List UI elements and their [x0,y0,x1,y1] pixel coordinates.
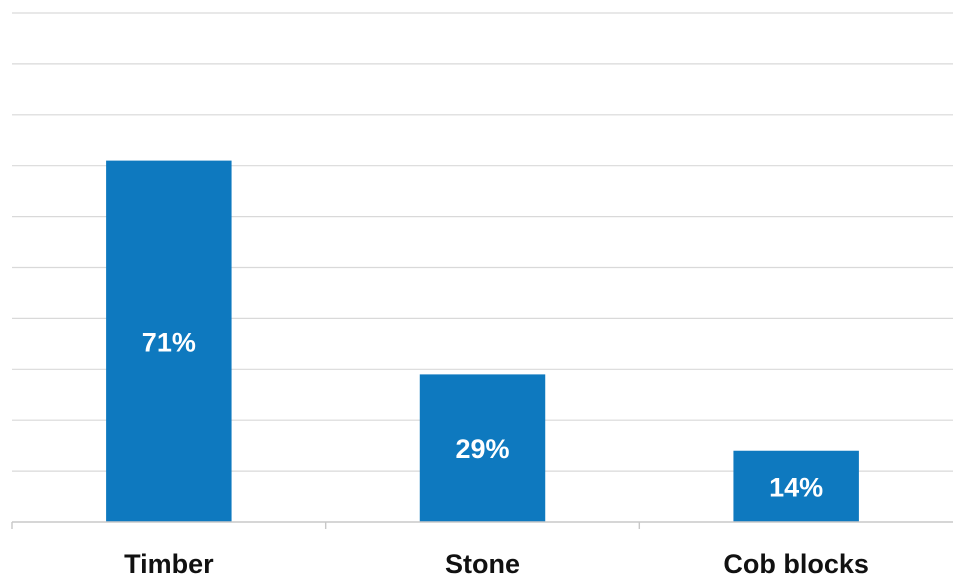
value-labels: 71% 29% 14% [142,327,823,502]
bar-stone [419,374,546,522]
bar-timber [106,160,232,523]
value-label: 29% [455,434,509,464]
x-axis [11,521,953,529]
value-label: 71% [142,327,196,357]
bar-cob-blocks [733,450,859,522]
category-label: Cob blocks [723,549,869,578]
category-labels: Timber Stone Cob blocks [124,549,869,578]
category-label: Stone [445,549,520,578]
bars [106,160,859,523]
category-label: Timber [124,549,214,578]
value-label: 14% [769,472,823,502]
